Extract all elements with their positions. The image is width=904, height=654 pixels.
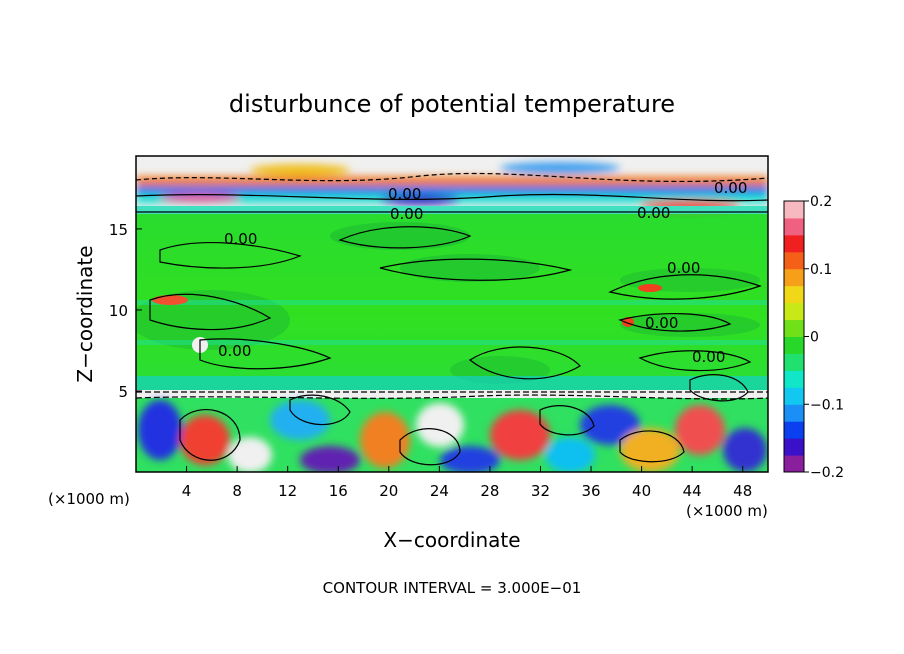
- x-tick-label: 36: [581, 482, 600, 500]
- upper-layer-field: [136, 156, 768, 214]
- colorbar-swatch: [784, 421, 804, 439]
- colorbar-swatch: [784, 370, 804, 388]
- colorbar-swatch: [784, 201, 804, 219]
- colorbar-swatch: [784, 217, 804, 236]
- colorbar-tick-label: 0.1: [810, 262, 832, 278]
- colorbar-swatch: [784, 251, 804, 270]
- contour-label-group: 0.00 0.00 0.00 0.00 0.00 0.00 0.00 0.00 …: [218, 179, 747, 366]
- colorbar-swatch: [784, 336, 804, 354]
- contour-label: 0.00: [388, 185, 421, 203]
- x-unit-left: (×1000 m): [48, 490, 130, 508]
- contour-interval-footer: CONTOUR INTERVAL = 3.000E−01: [323, 579, 582, 597]
- contour-label: 0.00: [714, 179, 747, 197]
- plot-area: [136, 156, 768, 472]
- colorbar-swatch: [784, 319, 804, 337]
- colorbar-swatch: [784, 387, 804, 405]
- contour-label: 0.00: [390, 205, 423, 223]
- y-axis: 5 10 15: [109, 221, 142, 401]
- colorbar-swatch: [784, 438, 804, 456]
- colorbar-swatch: [784, 268, 804, 287]
- y-tick-label: 10: [109, 302, 128, 320]
- contour-label: 0.00: [692, 348, 725, 366]
- x-tick-label: 40: [632, 482, 651, 500]
- colorbar-swatch: [784, 234, 804, 253]
- colorbar-tick-label: 0: [810, 330, 819, 346]
- y-tick-label: 15: [109, 221, 128, 239]
- x-tick-label: 4: [182, 482, 192, 500]
- x-axis-label: X−coordinate: [383, 528, 520, 552]
- y-axis-label: Z−coordinate: [73, 245, 97, 382]
- colorbar-swatch: [784, 404, 804, 422]
- contour-lines: [136, 172, 768, 466]
- colorbar-tick-label: −0.2: [810, 465, 844, 481]
- x-tick-label: 8: [232, 482, 242, 500]
- colorbar: 0.2 0.1 0 −0.1 −0.2: [783, 194, 844, 481]
- contour-label: 0.00: [637, 204, 670, 222]
- x-tick-label: 16: [329, 482, 348, 500]
- x-tick-label: 44: [683, 482, 702, 500]
- x-tick-label: 32: [531, 482, 550, 500]
- colorbar-swatch: [784, 302, 804, 321]
- x-axis: 4 8 12 16 20 24 28 32 36 40 44 48: [182, 466, 752, 500]
- colorbar-tick-label: 0.2: [810, 194, 832, 210]
- x-tick-label: 24: [430, 482, 449, 500]
- contour-label: 0.00: [224, 230, 257, 248]
- x-tick-label: 12: [278, 482, 297, 500]
- y-tick-label: 5: [118, 383, 128, 401]
- plot-frame: [135, 155, 769, 473]
- colorbar-swatch: [784, 353, 804, 371]
- contour-label: 0.00: [645, 314, 678, 332]
- contour-label: 0.00: [218, 342, 251, 360]
- contour-label: 0.00: [667, 259, 700, 277]
- x-tick-label: 20: [379, 482, 398, 500]
- chart-title: disturbunce of potential temperature: [229, 90, 675, 118]
- colorbar-swatch: [784, 285, 804, 304]
- x-unit-right: (×1000 m): [686, 502, 768, 520]
- boundary-layer-field: [136, 390, 768, 472]
- x-tick-label: 28: [480, 482, 499, 500]
- x-tick-label: 48: [733, 482, 752, 500]
- colorbar-swatch: [784, 455, 804, 473]
- colorbar-tick-label: −0.1: [810, 397, 844, 413]
